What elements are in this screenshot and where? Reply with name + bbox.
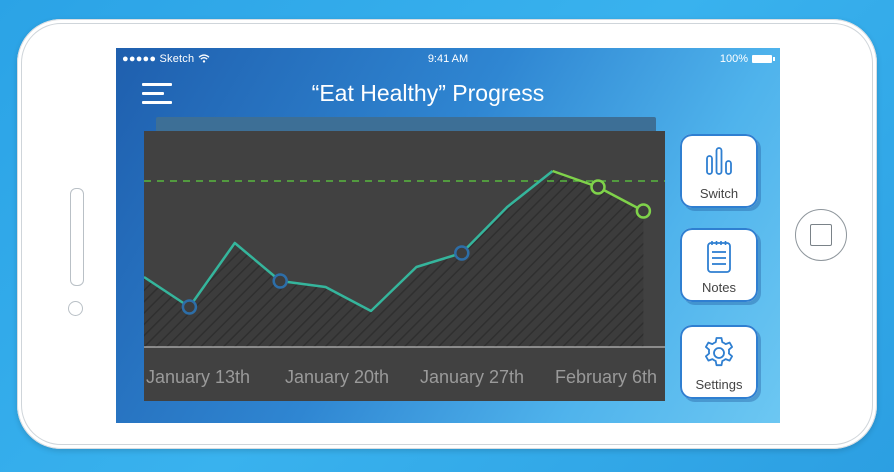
battery-icon: [752, 55, 775, 63]
carrier-label: ●●●●● Sketch: [122, 53, 210, 65]
status-bar: ●●●●● Sketch 9:41 AM 100%: [116, 48, 780, 68]
data-point-1-2: [635, 203, 652, 219]
phone-bezel: [21, 23, 873, 445]
switch-button-label: Switch: [699, 186, 739, 201]
data-point-1-1: [590, 179, 606, 195]
notes-button-label: Notes: [702, 280, 736, 295]
x-tick-label: January 13th: [146, 367, 250, 387]
x-tick-label: January 27th: [420, 367, 524, 387]
notepad-icon: [707, 241, 731, 273]
hamburger-menu-icon[interactable]: [142, 83, 172, 105]
bar-chart-icon: [706, 147, 732, 175]
home-square-icon: [810, 224, 832, 246]
data-point-0-1: [181, 299, 198, 315]
settings-button[interactable]: Settings: [680, 325, 758, 399]
status-time: 9:41 AM: [427, 53, 469, 65]
notes-button[interactable]: Notes: [680, 228, 758, 302]
progress-chart: January 13th January 20th January 27th Febr…: [144, 131, 665, 401]
page-title: “Eat Healthy” Progress: [311, 80, 545, 106]
battery-status: 100%: [719, 53, 775, 65]
volume-button: [70, 188, 84, 286]
x-tick-label: February 6th: [555, 367, 657, 387]
data-point-0-3: [272, 273, 288, 289]
wifi-icon: [198, 54, 209, 63]
gear-icon: [705, 337, 733, 367]
chart-area-fill: [144, 171, 644, 347]
chart-tab: [156, 117, 656, 131]
app-screen: ●●●●● Sketch 9:41 AM 100% “Eat Healthy” …: [116, 48, 780, 423]
x-tick-label: January 20th: [285, 367, 389, 387]
side-sensor: [68, 301, 83, 316]
data-point-0-7: [454, 245, 470, 261]
battery-label: 100%: [719, 53, 748, 65]
switch-button[interactable]: Switch: [680, 134, 758, 208]
settings-button-label: Settings: [695, 377, 743, 392]
home-button[interactable]: [795, 209, 847, 261]
series-line-0: [144, 170, 554, 313]
